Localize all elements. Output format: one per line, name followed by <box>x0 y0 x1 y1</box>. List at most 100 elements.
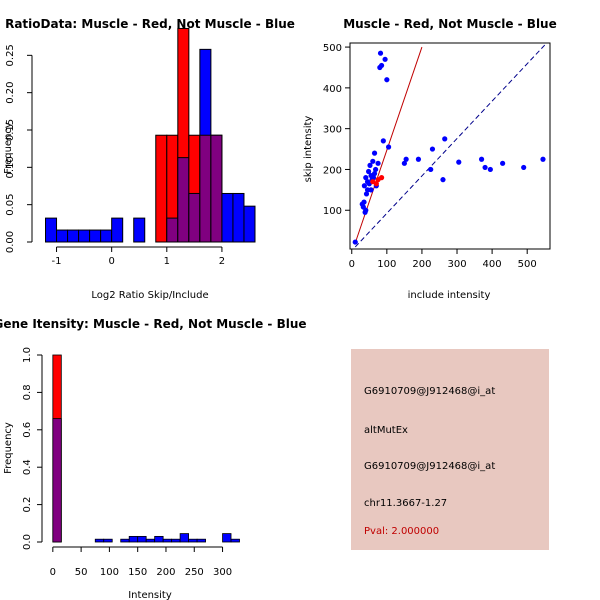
not-muscle-point <box>442 136 448 142</box>
not-muscle-point <box>384 77 390 83</box>
not-muscle-point <box>371 150 378 156</box>
scatter-y-tick-label: 400 <box>323 84 342 95</box>
intensity-y-tick-label: 0.2 <box>22 497 33 513</box>
muscle-point <box>378 175 385 181</box>
scatter-x-tick-label: 400 <box>483 259 502 270</box>
intensity-y-tick-label: 0.4 <box>22 459 33 475</box>
not-muscle-fit-line <box>354 44 546 248</box>
intensity-scatter-xlabel: include intensity <box>408 290 491 301</box>
ratio-y-tick-label: 0.10 <box>5 156 16 178</box>
intensity-bar-3 <box>120 538 130 543</box>
intensity-bar-12 <box>196 538 206 543</box>
gene-intensity-title: Gene Itensity: Muscle - Red, Not Muscle … <box>0 317 307 331</box>
intensity-bar-7 <box>154 535 164 543</box>
not-muscle-point <box>385 144 392 150</box>
ratio-histogram-xlabel: Log2 Ratio Skip/Include <box>91 290 208 301</box>
intensity-bar-4 <box>128 535 139 543</box>
scatter-y-tick-label: 200 <box>323 165 342 176</box>
ratio-histogram-title: RatioData: Muscle - Red, Not Muscle - Bl… <box>5 17 295 31</box>
not-muscle-point <box>375 160 381 166</box>
ratio-bar-6 <box>111 217 124 243</box>
gene-intensity-histogram: Gene Itensity: Muscle - Red, Not Muscle … <box>0 317 307 600</box>
not-muscle-point <box>378 62 385 69</box>
not-muscle-point <box>365 168 372 175</box>
ratio-overlap-bar-13 <box>210 134 223 243</box>
ratio-overlap-bar-10 <box>177 157 190 243</box>
intensity-bar-5 <box>137 535 147 543</box>
not-muscle-point <box>500 160 506 166</box>
not-muscle-point <box>377 50 384 56</box>
not-muscle-point <box>363 175 369 181</box>
intensity-bar-13 <box>222 533 232 543</box>
not-muscle-point <box>367 162 373 168</box>
not-muscle-point <box>487 166 493 173</box>
not-muscle-point <box>368 172 374 179</box>
scatter-x-tick-label: 300 <box>447 259 466 270</box>
ratio-histogram-ylabel: Frequency <box>3 122 14 174</box>
scatter-y-tick-label: 500 <box>323 43 342 54</box>
location-text: chr11.3667-1.27 <box>364 498 448 509</box>
muscle-point <box>373 181 379 187</box>
probe-info-panel: G6910709@J912468@i_at altMutEx G6910709@… <box>351 349 549 550</box>
not-muscle-point <box>380 138 386 144</box>
intensity-scatter-title: Muscle - Red, Not Muscle - Blue <box>343 17 557 31</box>
intensity-bar-11 <box>188 538 198 543</box>
ratio-y-tick-label: 0.25 <box>5 44 16 66</box>
intensity-bar-14 <box>230 538 240 543</box>
not-muscle-point <box>428 166 434 173</box>
ratio-bar-2 <box>67 229 80 243</box>
ratio-bar-7 <box>133 217 146 243</box>
intensity-x-tick-label: 0 <box>50 567 56 578</box>
ratio-bar-0 <box>45 217 58 243</box>
ratio-y-tick-label: 0.00 <box>5 231 16 253</box>
intensity-overlap-bar-0 <box>52 418 62 543</box>
intensity-y-tick-label: 0.0 <box>22 534 33 550</box>
probe-id-text: G6910709@J912468@i_at <box>364 386 496 397</box>
ratio-y-tick-label: 0.20 <box>5 82 16 104</box>
intensity-x-tick-label: 100 <box>100 567 119 578</box>
scatter-y-tick-label: 100 <box>323 206 342 217</box>
ratio-bar-16 <box>243 205 256 243</box>
ratio-y-tick-label: 0.05 <box>5 194 16 216</box>
scatter-x-tick-label: 200 <box>412 259 431 270</box>
not-muscle-point <box>352 239 358 245</box>
intensity-y-tick-label: 1.0 <box>22 347 33 363</box>
not-muscle-point <box>478 156 485 162</box>
not-muscle-point <box>368 187 374 193</box>
intensity-bar-8 <box>162 538 173 543</box>
ratio-overlap-bar-12 <box>199 134 212 243</box>
not-muscle-point <box>370 158 376 164</box>
not-muscle-point <box>540 156 546 162</box>
not-muscle-point <box>429 146 436 152</box>
intensity-bar-6 <box>145 538 156 543</box>
ratio-bar-5 <box>100 229 113 243</box>
ratio-bar-3 <box>78 229 91 243</box>
pval-text: Pval: 2.000000 <box>364 526 440 537</box>
ratio-bar-8 <box>155 134 168 243</box>
intensity-x-tick-label: 200 <box>156 567 175 578</box>
not-muscle-point <box>456 159 462 165</box>
probe-id-text-2: G6910709@J912468@i_at <box>364 461 496 472</box>
not-muscle-point <box>363 191 370 197</box>
not-muscle-point <box>373 166 379 173</box>
ratio-histogram: RatioData: Muscle - Red, Not Muscle - Bl… <box>3 17 295 301</box>
not-muscle-point <box>403 156 409 162</box>
scatter-x-tick-label: 0 <box>349 259 355 270</box>
gene-intensity-xlabel: Intensity <box>128 590 172 600</box>
ratio-bar-15 <box>232 192 245 243</box>
not-muscle-point <box>440 177 446 183</box>
ratio-x-tick-label: 2 <box>219 256 225 267</box>
scatter-x-tick-label: 500 <box>518 259 537 270</box>
not-muscle-point <box>361 199 367 205</box>
intensity-bar-10 <box>179 533 190 543</box>
intensity-y-tick-label: 0.8 <box>22 384 33 400</box>
ratio-x-tick-label: -1 <box>52 256 62 267</box>
intensity-y-tick-label: 0.6 <box>22 422 33 438</box>
intensity-scatter: Muscle - Red, Not Muscle - Blue include … <box>303 17 557 301</box>
scatter-plot-frame <box>349 42 551 250</box>
intensity-x-tick-label: 300 <box>213 567 232 578</box>
event-type-text: altMutEx <box>364 425 408 436</box>
intensity-scatter-ylabel: skip intensity <box>303 116 314 183</box>
ratio-overlap-bar-9 <box>166 217 179 243</box>
